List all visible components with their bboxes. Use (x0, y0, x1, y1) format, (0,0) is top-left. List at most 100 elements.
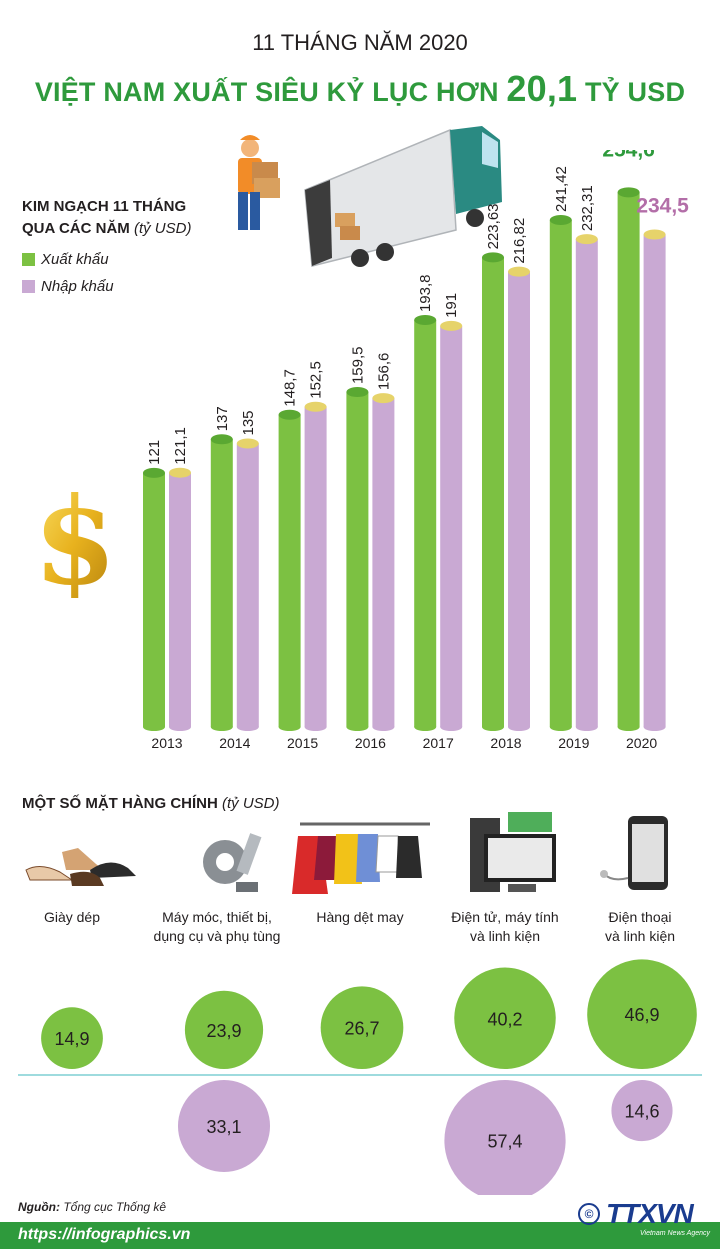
bubble-export-1 (184, 990, 264, 1069)
logo-subtitle: Vietnam News Agency (640, 1230, 711, 1237)
headline-prefix: VIỆT NAM XUẤT SIÊU KỶ LỤC HƠN (34, 77, 499, 107)
bar-cap-import-2018 (508, 266, 530, 277)
bubble-import-1 (177, 1080, 271, 1173)
bar-base-import-2018 (508, 723, 530, 731)
bar-import-2014 (236, 443, 259, 727)
bar-base-import-2019 (575, 723, 598, 731)
bar-chart: 121 121,1 2013 137 135 2014 148,7 152,5 2015 159,… (143, 150, 689, 751)
bar-base-import-2013 (169, 723, 191, 731)
data-label-export-2015: 148,7 (282, 369, 299, 407)
headline-suffix: TỶ USD (584, 77, 686, 107)
copyright-icon: © (578, 1203, 600, 1225)
bar-cap-import-2017 (440, 320, 463, 331)
product-label: Máy móc, thiết bị, dụng cụ và phụ tùng (142, 908, 292, 946)
bar-export-2015 (278, 414, 301, 727)
legend-label-export: Xuất khẩu (41, 251, 109, 268)
clothes-icon (292, 822, 430, 894)
chart-unit: (tỷ USD) (133, 220, 192, 237)
product-label: Giày dép (0, 908, 147, 927)
bar-chart-bars: 121 121,1 2013 137 135 2014 148,7 152,5 2015 159,… (143, 150, 689, 751)
bar-base-import-2014 (236, 723, 259, 731)
bubble-label-export-3: 40,2 (487, 1009, 522, 1029)
product-label: Điện tử, máy tính và linh kiện (430, 908, 580, 946)
bar-base-export-2017 (414, 723, 437, 731)
legend-item-export: Xuất khẩu (22, 251, 109, 268)
data-label-export-2018: 223,63 (485, 203, 502, 249)
data-label-export-2013: 121 (146, 440, 163, 465)
kicker-title: 11 THÁNG NĂM 2020 (252, 30, 468, 55)
data-label-export-2019: 241,42 (553, 166, 570, 212)
bar-import-2016 (372, 398, 395, 727)
bar-cap-import-2016 (372, 393, 395, 404)
legend-label-import: Nhập khẩu (41, 278, 114, 295)
product-label-line: và linh kiện (604, 928, 676, 944)
bubble-chart-bubbles: 14,9 23,9 26,7 40,2 46,9 33,1 57,4 14,6 (41, 959, 697, 1195)
data-label-export-2017: 193,8 (417, 274, 434, 312)
source-label: Nguồn: (18, 1200, 60, 1214)
product-label-line: Máy móc, thiết bị, (162, 909, 272, 925)
bar-base-import-2017 (440, 723, 463, 731)
bar-base-import-2020 (643, 723, 666, 731)
ttxvn-logo: TTXVN (606, 1198, 694, 1229)
product-label-line: và linh kiện (469, 928, 541, 944)
product-label-line: Giày dép (43, 909, 101, 925)
x-tick-label-2017: 2017 (423, 735, 454, 751)
legend-swatch-import (22, 280, 35, 293)
section-title-text: MỘT SỐ MẶT HÀNG CHÍNH (22, 795, 218, 812)
bar-base-import-2016 (372, 723, 395, 731)
bar-base-export-2020 (617, 723, 640, 731)
bar-base-export-2019 (549, 723, 572, 731)
gear-icon (203, 833, 262, 892)
bar-export-2018 (482, 257, 504, 727)
chart-title-line2-text: QUA CÁC NĂM (22, 220, 130, 237)
bubble-label-import-1: 33,1 (206, 1117, 241, 1137)
bubble-import-3 (444, 1080, 566, 1195)
bar-cap-export-2013 (143, 467, 165, 478)
bubble-export-4 (587, 959, 697, 1069)
bar-import-2015 (304, 406, 327, 727)
footer-url[interactable]: https://infographics.vn (18, 1226, 191, 1243)
bar-cap-export-2020 (617, 187, 640, 198)
product-label: Điện thoại và linh kiện (565, 908, 715, 946)
source-text: Tổng cục Thống kê (63, 1200, 167, 1214)
bar-base-export-2018 (482, 723, 504, 731)
chart-title: KIM NGẠCH 11 THÁNG QUA CÁC NĂM (tỷ USD) (22, 196, 222, 240)
bar-cap-export-2014 (210, 434, 233, 445)
product-icons (25, 812, 668, 894)
bar-import-2017 (440, 325, 463, 727)
bar-base-export-2013 (143, 723, 165, 731)
data-label-import-2016: 156,6 (375, 353, 392, 391)
x-tick-label-2019: 2019 (558, 735, 589, 751)
source-line: Nguồn: Tổng cục Thống kê (18, 1200, 166, 1214)
bar-cap-export-2018 (482, 252, 504, 263)
bar-export-2013 (143, 472, 165, 727)
x-tick-label-2016: 2016 (355, 735, 386, 751)
headline-value: 20,1 (506, 68, 578, 109)
bar-cap-import-2015 (304, 401, 327, 412)
section-unit: (tỷ USD) (222, 795, 280, 812)
bar-base-export-2014 (210, 723, 233, 731)
bar-import-2020 (643, 234, 666, 728)
dollar-sign-icon: $ (33, 478, 117, 598)
chart-title-line1: KIM NGẠCH 11 THÁNG (22, 198, 187, 215)
bar-export-2020 (617, 192, 640, 728)
bar-cap-import-2020 (643, 229, 666, 240)
headline: VIỆT NAM XUẤT SIÊU KỶ LỤC HƠN 20,1 TỶ US… (0, 68, 720, 110)
bar-export-2017 (414, 320, 437, 727)
data-label-import-2013: 121,1 (172, 427, 189, 465)
legend-item-import: Nhập khẩu (22, 278, 114, 295)
data-label-export-2016: 159,5 (349, 347, 366, 385)
footer-bar (0, 1222, 720, 1249)
data-label-import-2015: 152,5 (308, 361, 325, 399)
shoes-icon (25, 848, 136, 886)
bar-cap-import-2013 (169, 467, 191, 478)
x-tick-label-2020: 2020 (626, 735, 657, 751)
product-label-line: Điện tử, máy tính (451, 909, 559, 925)
svg-text:$: $ (33, 478, 117, 598)
bar-cap-import-2019 (575, 234, 598, 245)
bar-cap-export-2015 (278, 409, 301, 420)
data-label-export-2014: 137 (214, 406, 231, 431)
bar-cap-export-2016 (346, 387, 369, 398)
legend-swatch-export (22, 253, 35, 266)
data-label-import-2019: 232,31 (579, 185, 596, 231)
